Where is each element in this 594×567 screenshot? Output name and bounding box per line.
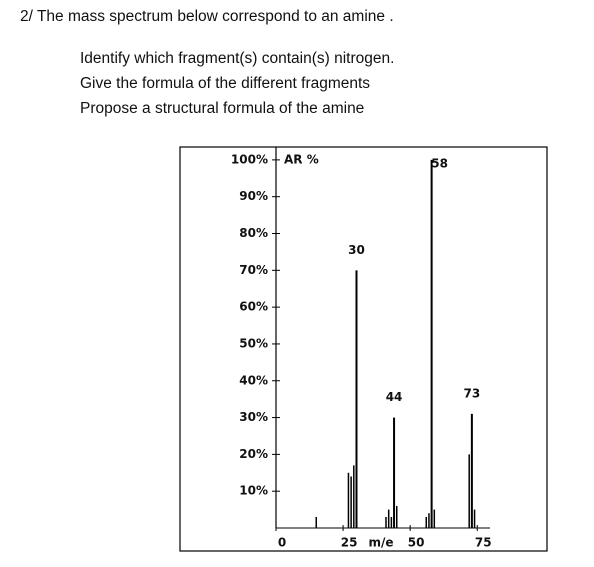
y-tick-label: 10% (239, 484, 268, 498)
y-tick-label: 90% (239, 189, 268, 203)
y-tick-label: 20% (239, 447, 268, 461)
peak-label: 58 (431, 157, 448, 171)
y-tick-label: 70% (239, 263, 268, 277)
question-title: 2/ The mass spectrum below correspond to… (20, 8, 394, 25)
x-tick-label: 0 (278, 536, 286, 550)
y-tick-label: 40% (239, 373, 268, 387)
peak-label: 73 (464, 386, 481, 400)
peak-label: 30 (348, 243, 365, 257)
x-tick-label: 25 (341, 536, 358, 550)
y-tick-label: 30% (239, 410, 268, 424)
y-tick-label: 60% (239, 300, 268, 314)
y-tick-label: 80% (239, 226, 268, 240)
question-item: Identify which fragment(s) contain(s) ni… (80, 50, 395, 67)
question-item: Propose a structural formula of the amin… (80, 100, 365, 117)
question-item: Give the formula of the different fragme… (80, 75, 371, 92)
x-tick-label: 50 (408, 536, 425, 550)
y-tick-label: 50% (239, 336, 268, 350)
x-axis-label: m/e (368, 536, 393, 550)
y-axis-label: AR % (284, 153, 319, 167)
y-tick-label: 100% (231, 152, 268, 166)
x-tick-label: 75 (475, 536, 492, 550)
peak-label: 44 (386, 390, 403, 404)
chart-frame (179, 146, 548, 552)
